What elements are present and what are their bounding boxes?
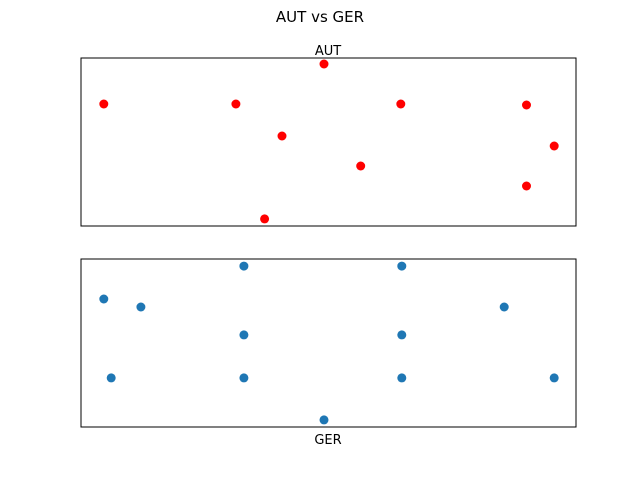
ger-panel-label: GER xyxy=(314,433,341,448)
ger-point-9 xyxy=(239,373,249,383)
aut-point-7 xyxy=(356,161,366,171)
ger-point-3 xyxy=(99,294,109,304)
aut-point-8 xyxy=(549,141,559,151)
ger-point-2 xyxy=(397,261,407,271)
ger-point-4 xyxy=(136,302,146,312)
ger-plot-frame xyxy=(80,258,577,428)
ger-point-12 xyxy=(319,415,329,425)
ger-point-11 xyxy=(549,373,559,383)
aut-point-1 xyxy=(99,99,109,109)
ger-point-8 xyxy=(106,373,116,383)
ger-points xyxy=(99,261,559,425)
ger-point-1 xyxy=(239,261,249,271)
aut-plot-frame xyxy=(80,57,577,227)
aut-point-3 xyxy=(319,59,329,69)
ger-point-6 xyxy=(239,330,249,340)
aut-point-9 xyxy=(522,181,531,191)
figure-title: AUT vs GER xyxy=(276,8,364,26)
aut-panel: AUT xyxy=(80,44,577,227)
ger-point-7 xyxy=(397,330,407,340)
ger-panel: GER xyxy=(80,258,577,448)
aut-points xyxy=(99,59,559,224)
aut-panel-title: AUT xyxy=(315,44,341,59)
ger-point-5 xyxy=(499,302,509,312)
aut-point-5 xyxy=(522,100,531,110)
ger-point-10 xyxy=(397,373,407,383)
aut-point-2 xyxy=(231,99,241,109)
aut-point-4 xyxy=(396,99,406,109)
aut-point-10 xyxy=(260,214,270,224)
aut-point-6 xyxy=(277,131,287,141)
